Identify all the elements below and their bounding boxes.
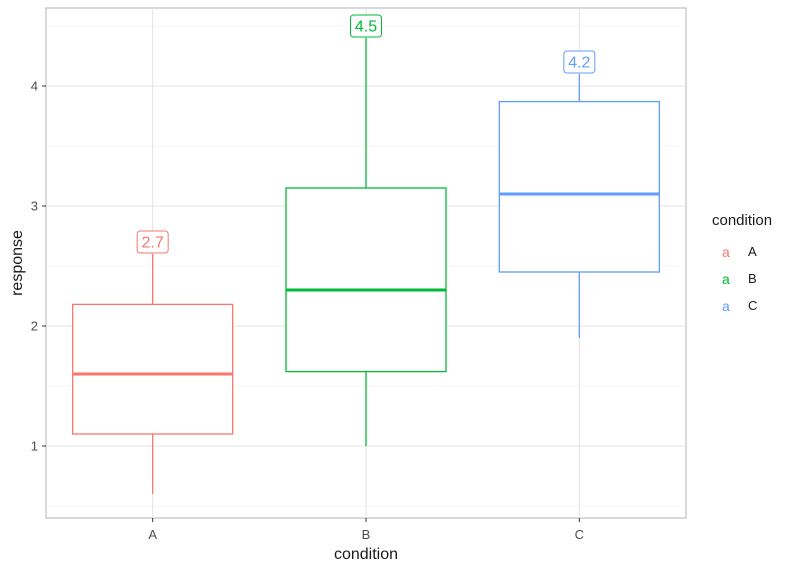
y-tick-label: 2 [31, 319, 38, 334]
legend-label-b: B [748, 271, 757, 286]
axes: 1 2 3 4 A B C [31, 79, 584, 543]
box-iqr [498, 100, 660, 273]
y-axis-title: response [9, 230, 26, 296]
max-label-text: 4.2 [568, 55, 590, 72]
x-tick-label: A [148, 527, 157, 542]
legend-label-a: A [748, 244, 757, 259]
box-b [285, 38, 447, 446]
max-labels: 2.7 4.5 4.2 [136, 14, 596, 254]
max-label-text: 4.5 [355, 19, 377, 36]
box-a [72, 254, 234, 494]
legend-key-a: a [722, 244, 730, 260]
y-tick-label: 1 [31, 439, 38, 454]
legend: condition a Aa Ba C [712, 212, 772, 314]
box-c [498, 74, 660, 338]
box-iqr [285, 187, 447, 373]
legend-title: condition [712, 212, 772, 229]
max-label-box [136, 230, 169, 254]
legend-key-b: a [722, 271, 730, 287]
x-axis-title: condition [334, 546, 398, 563]
x-tick-label: B [362, 527, 371, 542]
max-label-b: 4.5 [350, 14, 382, 38]
max-label-text: 2.7 [142, 235, 164, 252]
box-iqr [72, 303, 234, 435]
max-label-c: 4.2 [563, 50, 596, 74]
legend-label-c: C [748, 298, 757, 313]
max-label-a: 2.7 [136, 230, 169, 254]
boxes [72, 38, 660, 494]
max-label-box [350, 14, 382, 38]
y-tick-label: 3 [31, 199, 38, 214]
y-tick-label: 4 [31, 79, 38, 94]
x-tick-label: C [575, 527, 584, 542]
legend-key-c: a [722, 298, 730, 314]
max-label-box [563, 50, 596, 74]
